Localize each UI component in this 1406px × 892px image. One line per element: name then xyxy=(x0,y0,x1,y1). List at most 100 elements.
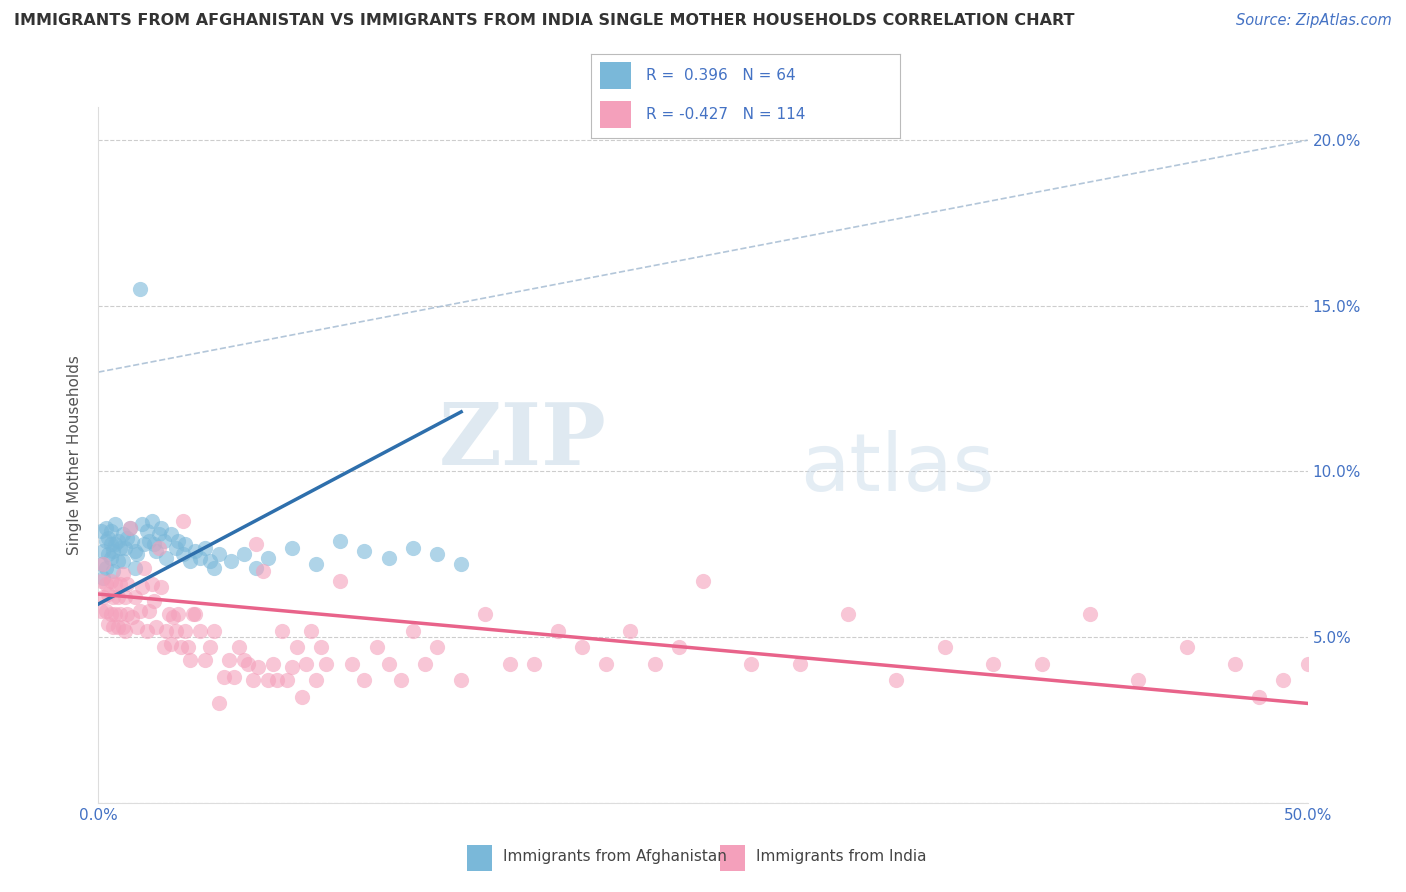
Point xyxy=(148,527,170,541)
Point xyxy=(181,607,204,621)
Point xyxy=(204,560,226,574)
Point xyxy=(305,558,328,572)
Point xyxy=(100,524,122,538)
Point xyxy=(91,570,114,584)
Point xyxy=(134,537,156,551)
Point xyxy=(152,534,174,549)
Point xyxy=(100,537,122,551)
Point xyxy=(143,593,166,607)
Point xyxy=(184,544,207,558)
Point xyxy=(692,574,714,588)
Point xyxy=(117,577,139,591)
Point xyxy=(218,653,240,667)
Point xyxy=(981,657,1004,671)
Point xyxy=(111,567,134,582)
Point xyxy=(117,607,139,621)
Point xyxy=(232,547,254,561)
Point xyxy=(256,550,278,565)
Text: R = -0.427   N = 114: R = -0.427 N = 114 xyxy=(647,107,806,122)
Point xyxy=(208,547,231,561)
Point xyxy=(228,640,250,654)
Text: atlas: atlas xyxy=(800,430,994,508)
Y-axis label: Single Mother Households: Single Mother Households xyxy=(67,355,83,555)
Point xyxy=(143,537,166,551)
Point xyxy=(1078,607,1101,621)
Point xyxy=(97,531,120,545)
Point xyxy=(426,640,449,654)
Point xyxy=(523,657,546,671)
Point xyxy=(402,624,425,638)
Point xyxy=(118,521,141,535)
Point xyxy=(114,591,136,605)
Point xyxy=(1272,673,1295,688)
Point xyxy=(353,673,375,688)
Point xyxy=(111,554,134,568)
Point xyxy=(194,653,217,667)
Point xyxy=(94,560,117,574)
Point xyxy=(644,657,666,671)
Point xyxy=(174,537,197,551)
Point xyxy=(108,607,131,621)
Point xyxy=(789,657,811,671)
Point xyxy=(194,541,217,555)
Point xyxy=(107,620,129,634)
Point xyxy=(121,534,143,549)
Point xyxy=(1128,673,1150,688)
Point xyxy=(148,541,170,555)
Point xyxy=(309,640,332,654)
Point xyxy=(172,547,194,561)
Point xyxy=(204,624,226,638)
Point xyxy=(91,558,114,572)
Point xyxy=(174,624,197,638)
Point xyxy=(179,554,201,568)
Point xyxy=(188,624,211,638)
Point xyxy=(450,558,472,572)
Point xyxy=(221,554,243,568)
Point xyxy=(242,673,264,688)
Point xyxy=(315,657,337,671)
Point xyxy=(91,591,114,605)
Point xyxy=(198,554,221,568)
Point xyxy=(100,574,122,588)
Point xyxy=(114,541,136,555)
Point xyxy=(131,581,153,595)
Point xyxy=(94,521,117,535)
Point xyxy=(150,521,173,535)
Point xyxy=(281,660,304,674)
Point xyxy=(150,581,173,595)
Point xyxy=(177,640,200,654)
Point xyxy=(97,587,120,601)
Point xyxy=(595,657,617,671)
Point xyxy=(886,673,908,688)
Point xyxy=(100,550,122,565)
Point xyxy=(498,657,520,671)
Point xyxy=(413,657,436,671)
Point xyxy=(91,544,114,558)
Point xyxy=(276,673,298,688)
Point xyxy=(295,657,318,671)
Point xyxy=(212,670,235,684)
Point xyxy=(1223,657,1246,671)
Point xyxy=(155,550,177,565)
Point xyxy=(111,527,134,541)
Point xyxy=(127,620,149,634)
Point xyxy=(108,577,131,591)
Point xyxy=(97,547,120,561)
Point xyxy=(169,640,191,654)
Point xyxy=(94,577,117,591)
Text: Immigrants from Afghanistan: Immigrants from Afghanistan xyxy=(503,849,727,863)
Point xyxy=(145,620,167,634)
Point xyxy=(342,657,364,671)
Point xyxy=(108,541,131,555)
Point xyxy=(389,673,412,688)
Point xyxy=(124,560,146,574)
Point xyxy=(837,607,859,621)
Point xyxy=(134,560,156,574)
Point xyxy=(107,591,129,605)
Point xyxy=(107,554,129,568)
Point xyxy=(329,534,352,549)
Point xyxy=(94,604,117,618)
Point xyxy=(101,620,124,634)
Point xyxy=(138,604,160,618)
Point xyxy=(145,544,167,558)
